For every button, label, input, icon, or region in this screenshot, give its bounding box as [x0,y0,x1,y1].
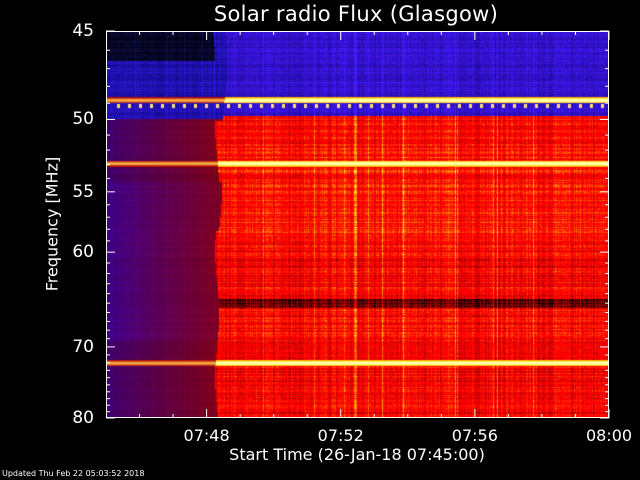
y-tick-label: 80 [72,408,94,428]
axes-frame [106,30,610,419]
x-axis-label: Start Time (26-Jan-18 07:45:00) [229,445,485,464]
spectrogram-heatmap [106,31,609,418]
y-tick-label: 45 [72,21,94,41]
y-tick-label: 50 [72,109,94,130]
y-axis-label: Frequency [MHz] [42,156,62,292]
chart-title: Solar radio Flux (Glasgow) [213,2,499,26]
plot-border [106,31,609,418]
x-tick-label: 07:56 [451,426,498,445]
y-tick-label: 70 [72,336,94,357]
plot-area [106,30,610,419]
x-tick-label: 07:48 [183,426,230,445]
y-tick-label: 55 [72,181,94,202]
y-tick-label: 60 [72,242,94,263]
x-tick-label: 08:00 [585,426,633,445]
updated-timestamp: Updated Thu Feb 22 05:03:52 2018 [2,469,145,478]
x-tick-label: 07:52 [317,426,364,445]
